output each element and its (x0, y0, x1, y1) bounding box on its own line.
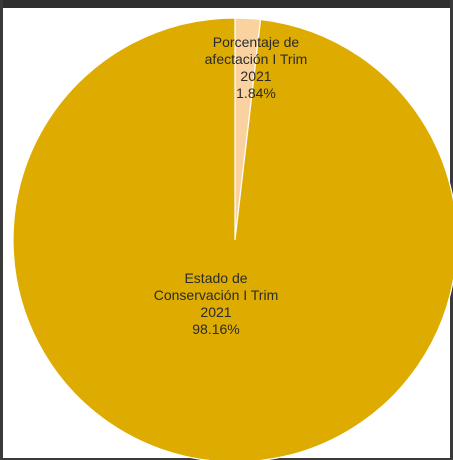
slice-label-line: 2021 (240, 68, 272, 84)
pie-chart (12, 17, 453, 460)
slice-label-line: Conservación I Trim (153, 287, 279, 303)
slice-label-line: Porcentaje de (212, 34, 300, 50)
slice-label-line: afectación I Trim (204, 51, 308, 67)
slice-label-afectacion: Porcentaje de afectación I Trim 2021 1.8… (181, 34, 331, 102)
slice-value-label: 98.16% (192, 321, 240, 337)
window-top-border (3, 0, 450, 8)
slice-value-label: 1.84% (236, 85, 276, 101)
slice-label-line: Estado de (184, 270, 248, 286)
pie-slices (12, 17, 453, 460)
slice-label-conservacion: Estado de Conservación I Trim 2021 98.16… (121, 270, 311, 338)
slice-label-line: 2021 (200, 304, 232, 320)
pie-slice-conservacion (12, 17, 453, 460)
